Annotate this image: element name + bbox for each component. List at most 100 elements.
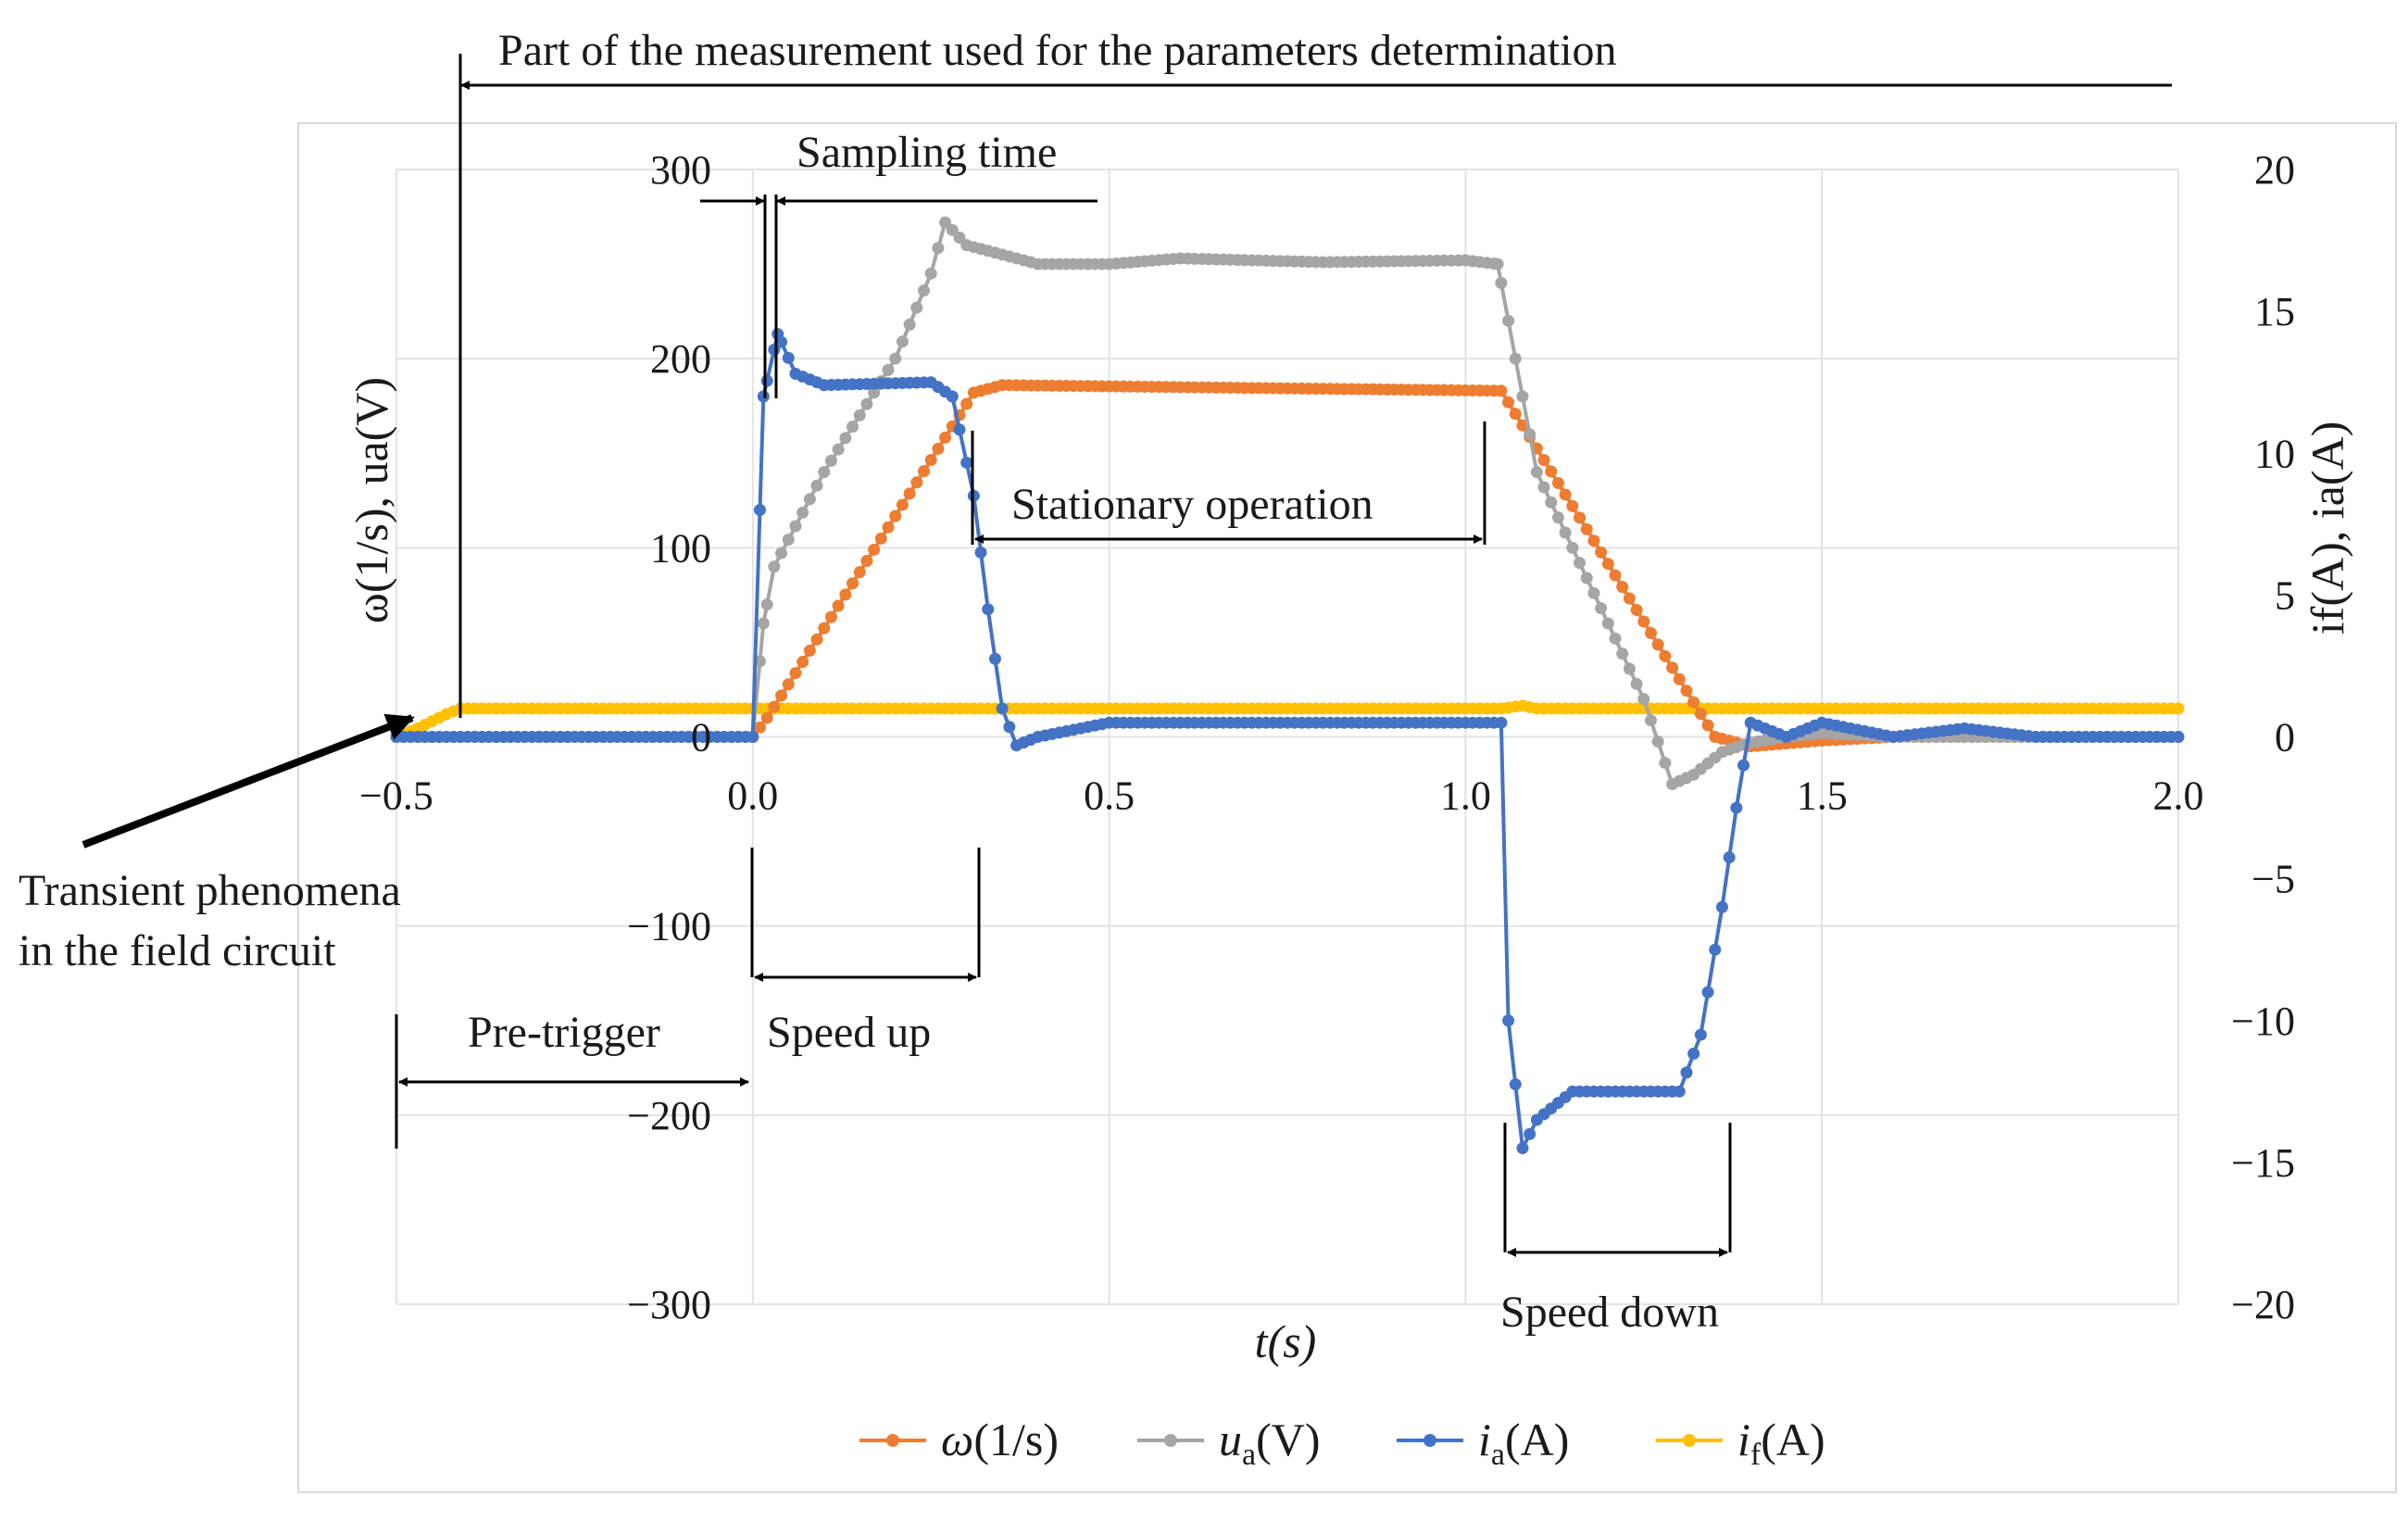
data-point (889, 509, 902, 522)
data-point (1495, 384, 1508, 397)
data-point (832, 599, 845, 612)
data-point (803, 493, 816, 506)
data-point (982, 603, 995, 616)
data-point (1566, 499, 1579, 512)
data-point (860, 555, 873, 568)
annotation-speed-down-text: Speed down (1500, 1288, 1719, 1337)
legend-label: ω(1/s) (941, 1414, 1059, 1465)
data-point (946, 223, 959, 236)
data-point (832, 443, 845, 456)
data-point (1537, 481, 1550, 494)
y-right-tick-label: −20 (2231, 1282, 2295, 1327)
data-point (1644, 626, 1657, 639)
data-point (1623, 592, 1636, 605)
legend-item: if(A) (1656, 1414, 1825, 1472)
data-point (988, 652, 1001, 665)
data-point (818, 622, 831, 635)
y-left-tick-label: 100 (650, 525, 711, 571)
series-3 (390, 699, 2185, 743)
data-point (924, 454, 937, 467)
data-point (1587, 586, 1600, 599)
data-point (1495, 716, 1508, 729)
data-point (1601, 558, 1614, 571)
data-point (960, 456, 973, 469)
data-point (939, 431, 952, 444)
y-right-axis-label-text: if(A), ia(A) (2301, 421, 2353, 635)
legend-item: ia(A) (1397, 1414, 1569, 1472)
annotation-pre-trigger: Pre-trigger (395, 1008, 749, 1149)
data-point (1651, 638, 1664, 651)
data-point (1559, 488, 1572, 501)
data-point (1659, 649, 1672, 662)
data-point (1509, 1078, 1522, 1091)
data-point (796, 656, 809, 669)
x-axis-label: t(s) (1255, 1315, 1317, 1367)
data-point (1595, 546, 1608, 559)
data-point (1616, 581, 1629, 594)
data-point (775, 689, 788, 702)
data-point (918, 284, 931, 297)
series-2 (390, 328, 2185, 1155)
annotation-sampling-text: Sampling time (796, 128, 1057, 177)
annotation-pre-trigger-text: Pre-trigger (468, 1008, 660, 1057)
data-point (1673, 673, 1686, 685)
data-point (918, 465, 931, 478)
data-point (1609, 569, 1622, 582)
annotation-transient: Transient phenomena in the field circuit (19, 713, 415, 975)
annotation-sampling-time: Sampling time (700, 128, 1097, 398)
data-point (1723, 851, 1736, 864)
y-right-tick-label: 15 (2254, 289, 2295, 334)
data-point (1637, 615, 1650, 628)
data-point (839, 588, 852, 601)
data-point (1666, 661, 1679, 674)
data-point (910, 476, 923, 489)
data-point (946, 390, 959, 403)
data-point (839, 432, 852, 445)
data-point (932, 242, 945, 255)
annotation-speed-down: Speed down (1500, 1123, 1732, 1337)
y-left-tick-label: −300 (627, 1282, 711, 1327)
svg-text:if(A), ia(A): if(A), ia(A) (2301, 421, 2353, 635)
data-point (960, 397, 973, 410)
y-left-tick-label: 300 (650, 147, 711, 193)
data-point (1537, 454, 1550, 467)
x-ticks: −0.5 0.0 0.5 1.0 1.5 2.0 (359, 773, 2203, 819)
data-point (910, 301, 923, 314)
x-tick-label: 1.5 (1797, 773, 1848, 819)
data-point (896, 498, 909, 511)
annotation-speed-up-text: Speed up (767, 1008, 931, 1057)
legend-marker (1164, 1434, 1177, 1447)
y-left-tick-label: −200 (627, 1093, 711, 1138)
data-point (868, 543, 881, 556)
data-point (953, 232, 966, 244)
legend-item: ua(V) (1137, 1414, 1321, 1472)
data-point (1673, 1085, 1686, 1098)
data-point (2172, 731, 2185, 743)
data-point (1737, 759, 1750, 772)
data-point (1524, 1127, 1536, 1140)
y-left-axis-label: ω(1/s), ua(V) (345, 377, 397, 623)
data-point (1566, 541, 1579, 554)
y-left-tick-label: 200 (650, 336, 711, 382)
annotation-transient-line1: Transient phenomena (19, 866, 401, 915)
data-point (1709, 943, 1722, 956)
annotation-stationary-text: Stationary operation (1011, 480, 1373, 529)
data-point (903, 318, 916, 331)
data-point (896, 335, 909, 348)
data-point (932, 442, 945, 455)
data-point (1502, 314, 1515, 327)
y-right-tick-label: −15 (2231, 1140, 2295, 1186)
data-point (1551, 477, 1564, 490)
annotation-speed-up: Speed up (750, 848, 981, 1057)
y-left-tick-label: −100 (627, 904, 711, 949)
data-point (882, 363, 895, 376)
data-point (847, 577, 859, 590)
x-axis-label-text: t(s) (1255, 1315, 1317, 1367)
y-left-tick-label: 0 (691, 715, 711, 760)
data-point (1491, 258, 1504, 270)
series-layer (390, 216, 2185, 1155)
data-point (1651, 735, 1664, 748)
data-point (2172, 702, 2185, 715)
data-point (1580, 572, 1593, 585)
